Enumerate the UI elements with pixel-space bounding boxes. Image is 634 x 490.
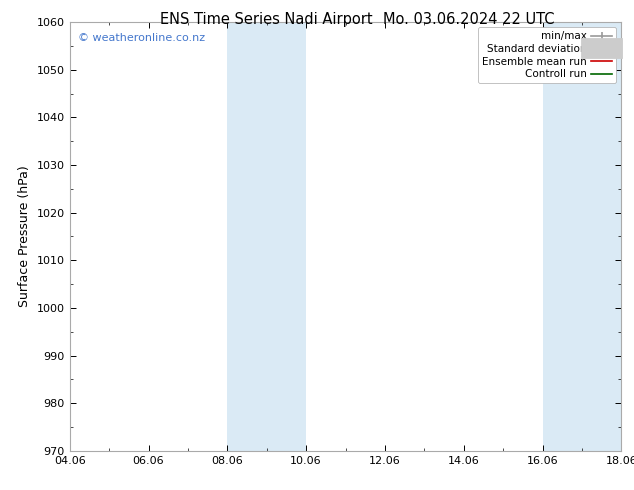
Bar — [543, 22, 621, 451]
Text: © weatheronline.co.nz: © weatheronline.co.nz — [78, 33, 205, 43]
Bar — [228, 22, 306, 451]
Text: ENS Time Series Nadi Airport: ENS Time Series Nadi Airport — [160, 12, 373, 27]
Text: Mo. 03.06.2024 22 UTC: Mo. 03.06.2024 22 UTC — [384, 12, 555, 27]
Legend: min/max, Standard deviation, Ensemble mean run, Controll run: min/max, Standard deviation, Ensemble me… — [478, 27, 616, 83]
Y-axis label: Surface Pressure (hPa): Surface Pressure (hPa) — [18, 166, 31, 307]
